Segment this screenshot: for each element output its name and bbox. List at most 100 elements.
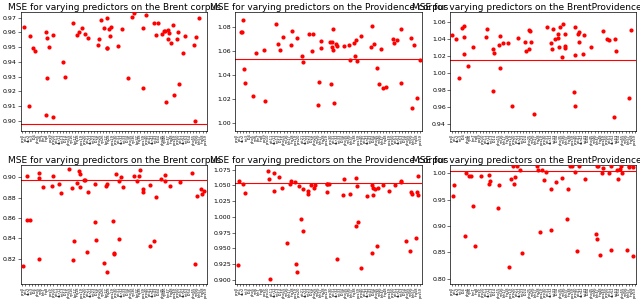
Point bbox=[396, 26, 406, 31]
Point bbox=[349, 54, 360, 58]
Point bbox=[116, 27, 127, 32]
Title: MSE for varying predictors on the Providence corpus: MSE for varying predictors on the Provid… bbox=[209, 156, 448, 165]
Point bbox=[396, 178, 406, 183]
Point bbox=[236, 30, 246, 35]
Title: MSE for varying predictors on the BrentProvidence corpus: MSE for varying predictors on the BrentP… bbox=[412, 3, 640, 12]
Point bbox=[484, 181, 494, 186]
Point bbox=[368, 193, 378, 198]
Point bbox=[572, 248, 582, 253]
Title: MSE for varying predictors on the Brent corpus: MSE for varying predictors on the Brent … bbox=[8, 3, 220, 12]
Point bbox=[352, 58, 362, 63]
Point bbox=[624, 95, 634, 100]
Point bbox=[551, 180, 561, 185]
Point bbox=[102, 45, 113, 50]
Point bbox=[561, 32, 571, 36]
Point bbox=[138, 187, 148, 192]
Point bbox=[303, 192, 314, 197]
Point bbox=[481, 35, 492, 40]
Point bbox=[553, 32, 563, 36]
Point bbox=[338, 192, 348, 197]
Point bbox=[351, 38, 362, 42]
Point bbox=[138, 189, 148, 194]
Point bbox=[593, 163, 604, 168]
Point bbox=[574, 163, 584, 168]
Point bbox=[388, 37, 398, 42]
Point bbox=[326, 82, 336, 86]
Point bbox=[463, 63, 474, 68]
Point bbox=[550, 36, 561, 41]
Point bbox=[240, 190, 250, 195]
Point bbox=[38, 184, 48, 189]
Point bbox=[164, 30, 174, 35]
Point bbox=[138, 86, 148, 91]
Point bbox=[396, 80, 406, 85]
Point bbox=[72, 181, 82, 186]
Point bbox=[602, 37, 612, 42]
Point bbox=[19, 25, 29, 30]
Point bbox=[297, 53, 307, 58]
Point bbox=[526, 40, 536, 45]
Point bbox=[484, 172, 494, 177]
Point bbox=[102, 182, 113, 187]
Point bbox=[401, 238, 412, 243]
Point bbox=[568, 90, 579, 95]
Point bbox=[199, 189, 209, 194]
Point bbox=[476, 173, 486, 178]
Point bbox=[610, 36, 620, 41]
Point bbox=[605, 247, 616, 252]
Point bbox=[28, 46, 38, 51]
Point bbox=[515, 167, 525, 172]
Point bbox=[248, 94, 259, 99]
Point bbox=[570, 25, 580, 30]
Point bbox=[102, 15, 112, 20]
Point bbox=[520, 39, 531, 44]
Point bbox=[461, 170, 471, 175]
Point bbox=[48, 173, 58, 178]
Point bbox=[308, 31, 319, 36]
Point bbox=[488, 51, 499, 55]
Point bbox=[406, 192, 417, 197]
Point bbox=[367, 23, 377, 28]
Point bbox=[141, 12, 151, 17]
Point bbox=[101, 184, 111, 188]
Point bbox=[292, 36, 302, 41]
Point bbox=[296, 216, 307, 221]
Point bbox=[332, 42, 342, 46]
Point bbox=[287, 29, 297, 34]
Point bbox=[271, 22, 281, 26]
Point bbox=[372, 244, 382, 249]
Point bbox=[529, 112, 539, 117]
Point bbox=[384, 189, 394, 194]
Point bbox=[273, 174, 284, 179]
Point bbox=[67, 258, 77, 263]
Title: MSE for varying predictors on the Brent corpus: MSE for varying predictors on the Brent … bbox=[8, 156, 220, 165]
Point bbox=[525, 29, 535, 33]
Point bbox=[495, 33, 506, 38]
Point bbox=[378, 86, 388, 91]
Point bbox=[151, 194, 161, 199]
Point bbox=[34, 256, 44, 261]
Point bbox=[24, 218, 35, 223]
Point bbox=[449, 182, 459, 187]
Point bbox=[285, 179, 296, 184]
Point bbox=[314, 79, 324, 84]
Point bbox=[339, 44, 349, 49]
Point bbox=[345, 192, 355, 197]
Point bbox=[407, 105, 417, 110]
Point bbox=[116, 175, 127, 179]
Point bbox=[74, 172, 84, 176]
Point bbox=[134, 173, 144, 178]
Point bbox=[557, 175, 567, 180]
Point bbox=[190, 262, 200, 267]
Point bbox=[573, 32, 583, 37]
Point bbox=[41, 113, 51, 117]
Point bbox=[411, 235, 421, 240]
Point bbox=[570, 53, 580, 57]
Point bbox=[191, 34, 201, 39]
Point bbox=[165, 184, 175, 188]
Point bbox=[351, 224, 361, 229]
Point bbox=[156, 176, 166, 181]
Point bbox=[509, 175, 520, 179]
Point bbox=[90, 219, 100, 224]
Point bbox=[277, 186, 287, 191]
